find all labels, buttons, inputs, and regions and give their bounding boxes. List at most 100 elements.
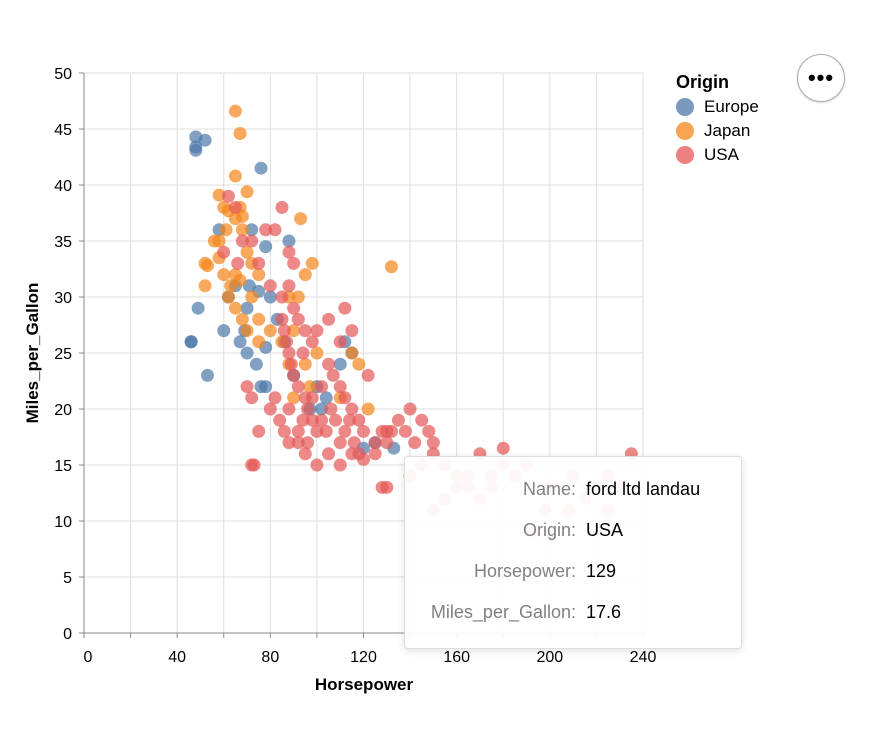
legend-item-japan[interactable]: Japan (676, 119, 759, 143)
data-point-usa[interactable] (361, 368, 375, 382)
data-point-japan[interactable] (252, 335, 266, 349)
data-point-usa[interactable] (375, 480, 389, 494)
data-point-usa[interactable] (240, 380, 254, 394)
data-point-europe[interactable] (319, 391, 333, 405)
data-point-usa[interactable] (296, 413, 310, 427)
data-point-usa[interactable] (310, 324, 324, 338)
data-point-japan[interactable] (219, 223, 233, 237)
data-point-europe[interactable] (217, 324, 231, 338)
data-point-usa[interactable] (338, 391, 352, 405)
data-point-japan[interactable] (384, 260, 398, 274)
data-point-usa[interactable] (338, 424, 352, 438)
data-point-usa[interactable] (310, 424, 324, 438)
data-point-europe[interactable] (191, 301, 205, 315)
data-point-europe[interactable] (333, 357, 347, 371)
data-point-japan[interactable] (352, 357, 366, 371)
data-point-usa[interactable] (291, 424, 305, 438)
data-point-usa[interactable] (273, 413, 287, 427)
data-point-japan[interactable] (240, 245, 254, 259)
data-point-japan[interactable] (310, 346, 324, 360)
data-point-usa[interactable] (268, 223, 282, 237)
data-point-usa[interactable] (287, 301, 301, 315)
data-point-usa[interactable] (357, 424, 370, 438)
data-point-usa[interactable] (280, 335, 294, 349)
data-point-usa[interactable] (252, 424, 266, 438)
data-point-usa[interactable] (252, 256, 266, 270)
data-point-usa[interactable] (275, 290, 289, 304)
data-point-japan[interactable] (287, 391, 301, 405)
data-point-usa[interactable] (301, 436, 315, 450)
data-point-usa[interactable] (333, 335, 347, 349)
data-point-japan[interactable] (228, 169, 242, 183)
data-point-usa[interactable] (403, 402, 417, 416)
data-point-usa[interactable] (305, 413, 319, 427)
data-point-usa[interactable] (310, 458, 324, 472)
data-point-usa[interactable] (245, 234, 259, 248)
data-point-usa[interactable] (298, 324, 312, 338)
data-point-usa[interactable] (282, 245, 296, 259)
data-point-europe[interactable] (245, 223, 259, 237)
data-point-japan[interactable] (287, 324, 301, 338)
data-point-usa[interactable] (398, 424, 412, 438)
data-point-usa[interactable] (228, 200, 242, 214)
data-point-usa[interactable] (352, 447, 366, 461)
data-point-usa[interactable] (426, 436, 440, 450)
data-point-usa[interactable] (322, 357, 336, 371)
data-point-usa[interactable] (305, 391, 319, 405)
data-point-usa[interactable] (291, 436, 305, 450)
data-point-usa[interactable] (268, 391, 282, 405)
data-point-usa[interactable] (315, 413, 329, 427)
data-point-usa[interactable] (287, 256, 301, 270)
data-point-japan[interactable] (233, 126, 247, 140)
data-point-japan[interactable] (221, 290, 235, 304)
data-point-usa[interactable] (305, 335, 319, 349)
data-point-usa[interactable] (231, 256, 245, 270)
data-point-japan[interactable] (235, 223, 249, 237)
data-point-usa[interactable] (275, 312, 289, 326)
data-point-usa[interactable] (343, 413, 357, 427)
data-point-japan[interactable] (198, 279, 212, 293)
data-point-japan[interactable] (245, 290, 259, 304)
data-point-usa[interactable] (333, 436, 347, 450)
data-point-usa[interactable] (291, 312, 305, 326)
data-point-usa[interactable] (259, 223, 273, 237)
data-point-usa[interactable] (296, 346, 310, 360)
data-point-japan[interactable] (240, 324, 254, 338)
data-point-usa[interactable] (247, 458, 261, 472)
data-point-usa[interactable] (217, 245, 231, 259)
data-point-europe[interactable] (254, 161, 268, 175)
data-point-europe[interactable] (198, 133, 212, 147)
data-point-usa[interactable] (345, 402, 359, 416)
data-point-japan[interactable] (291, 290, 305, 304)
data-point-europe[interactable] (249, 357, 263, 371)
data-point-japan[interactable] (305, 256, 319, 270)
data-point-usa[interactable] (368, 447, 382, 461)
data-point-usa[interactable] (329, 413, 343, 427)
data-point-japan[interactable] (263, 324, 277, 338)
data-point-usa[interactable] (496, 441, 510, 455)
data-point-usa[interactable] (333, 458, 347, 472)
data-point-usa[interactable] (263, 402, 277, 416)
legend-item-europe[interactable]: Europe (676, 95, 759, 119)
data-point-usa[interactable] (277, 324, 291, 338)
data-point-usa[interactable] (319, 424, 333, 438)
data-point-usa[interactable] (284, 357, 298, 371)
data-point-europe[interactable] (200, 368, 214, 382)
data-point-japan[interactable] (252, 268, 266, 282)
data-point-usa[interactable] (391, 413, 405, 427)
legend-item-usa[interactable]: USA (676, 143, 759, 167)
data-point-usa[interactable] (282, 279, 296, 293)
data-point-europe[interactable] (240, 301, 254, 315)
data-point-japan[interactable] (298, 357, 312, 371)
data-point-usa[interactable] (322, 312, 336, 326)
data-point-japan[interactable] (361, 402, 375, 416)
data-point-usa[interactable] (326, 368, 340, 382)
data-point-usa[interactable] (282, 402, 296, 416)
data-point-usa[interactable] (221, 189, 235, 203)
data-point-japan[interactable] (200, 259, 214, 273)
data-point-europe[interactable] (259, 240, 273, 254)
data-point-usa[interactable] (347, 436, 361, 450)
data-point-europe[interactable] (184, 335, 198, 349)
data-point-usa[interactable] (298, 447, 312, 461)
data-point-usa[interactable] (322, 447, 336, 461)
